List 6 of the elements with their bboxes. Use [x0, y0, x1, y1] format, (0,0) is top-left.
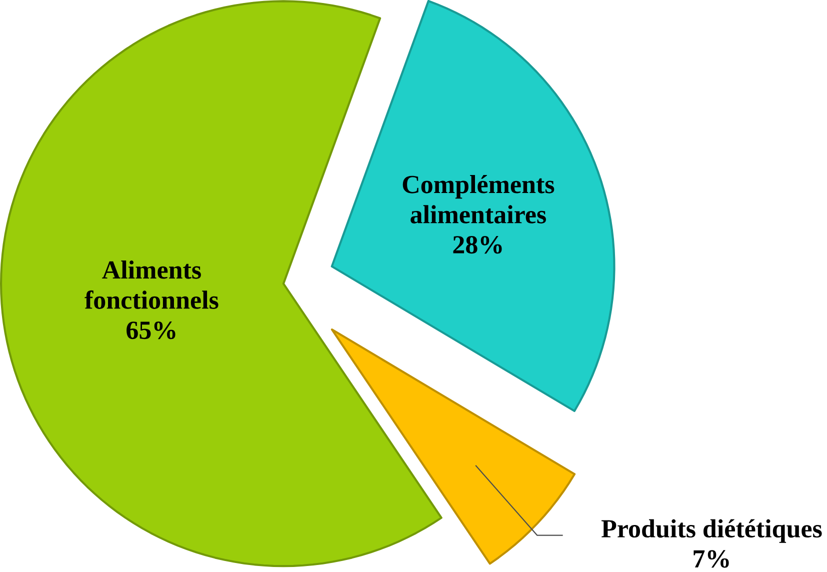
- slice-label: Compléments alimentaires: [402, 174, 554, 224]
- slice-label: Aliments fonctionnels: [84, 260, 218, 309]
- slice-label: Produits diététiques: [601, 519, 822, 543]
- data-label: 65%: [126, 321, 176, 339]
- data-label: 7%: [694, 550, 729, 568]
- data-label: 28%: [453, 236, 502, 254]
